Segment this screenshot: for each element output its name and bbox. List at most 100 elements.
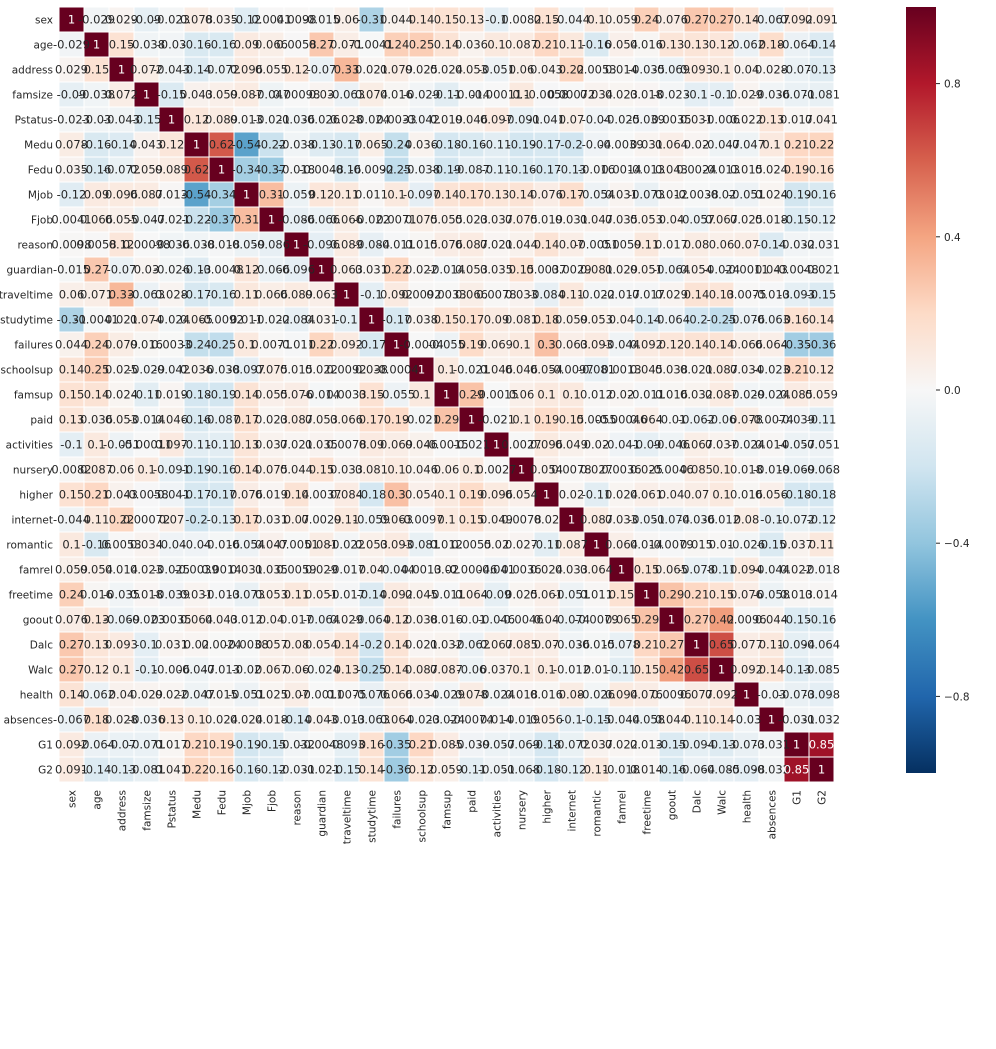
heatmap-cell <box>658 506 685 533</box>
heatmap-cell <box>358 206 385 233</box>
heatmap-cell <box>708 381 735 408</box>
heatmap-cell <box>283 206 310 233</box>
heatmap-cell <box>208 681 235 708</box>
heatmap-cell <box>358 706 385 733</box>
heatmap-cell-label: 0.13 <box>684 38 710 52</box>
heatmap-cell-label: 0.14 <box>434 188 460 202</box>
heatmap-cell <box>658 556 685 583</box>
heatmap-cell-label: 1 <box>693 638 700 652</box>
heatmap-cell <box>783 481 810 508</box>
heatmap-cell <box>508 181 535 208</box>
heatmap-cell <box>333 656 360 683</box>
y-tick-label: higher <box>19 490 53 502</box>
heatmap-cell <box>108 156 135 183</box>
heatmap-cell <box>808 381 835 408</box>
heatmap-cell-label: -0.13 <box>807 63 837 77</box>
heatmap-cell <box>558 431 585 458</box>
x-tick-label: traveltime <box>342 790 354 844</box>
heatmap-cell <box>808 531 835 558</box>
heatmap-cell-label: 1 <box>368 313 375 327</box>
heatmap-cell <box>158 156 185 183</box>
heatmap-cell <box>733 281 760 308</box>
heatmap-cell <box>483 481 510 508</box>
heatmap-cell <box>333 531 360 558</box>
heatmap-cell <box>508 281 535 308</box>
heatmap-cell <box>533 581 560 608</box>
colorbar-tick-label: −0.8 <box>944 691 970 703</box>
heatmap-cell <box>283 6 310 33</box>
heatmap-cell <box>533 231 560 258</box>
heatmap-cell-label: 1 <box>468 413 475 427</box>
heatmap-cell <box>583 581 610 608</box>
heatmap-cell <box>433 256 460 283</box>
heatmap-cell <box>633 106 660 133</box>
heatmap-cell <box>733 31 760 58</box>
y-tick-label: activities <box>6 440 53 452</box>
heatmap-cell-label: 1 <box>68 13 75 27</box>
heatmap-cell <box>283 56 310 83</box>
heatmap-cell <box>658 306 685 333</box>
heatmap-cell <box>133 606 160 633</box>
heatmap-cell <box>733 481 760 508</box>
y-tick-label: romantic <box>6 540 53 552</box>
heatmap-cell <box>433 531 460 558</box>
heatmap-cell <box>608 556 635 583</box>
heatmap-cell <box>533 431 560 458</box>
heatmap-cell-label: 0.054 <box>405 488 438 502</box>
heatmap-cell-label: -0.1 <box>60 438 82 452</box>
heatmap-cell-label: 0.08 <box>734 513 760 527</box>
heatmap-cell-label: -0.11 <box>207 438 237 452</box>
heatmap-cell <box>158 81 185 108</box>
heatmap-cell <box>508 31 535 58</box>
heatmap-cell <box>358 731 385 758</box>
heatmap-cell <box>58 206 85 233</box>
heatmap-cell <box>358 631 385 658</box>
heatmap-cell-label: 1 <box>493 438 500 452</box>
heatmap-cell <box>258 306 285 333</box>
heatmap-cell-label: 0.17 <box>459 313 485 327</box>
heatmap-cell <box>358 281 385 308</box>
heatmap-cell-label: 0.04 <box>659 488 685 502</box>
heatmap-cell-label: 0.14 <box>359 763 385 777</box>
heatmap-cell <box>658 156 685 183</box>
heatmap-cell-label: 0.01 <box>584 663 610 677</box>
heatmap-cell <box>333 581 360 608</box>
heatmap-cell <box>58 156 85 183</box>
heatmap-cell <box>633 581 660 608</box>
heatmap-cell-label: 0.3 <box>387 488 405 502</box>
heatmap-cell <box>233 681 260 708</box>
heatmap-cell <box>733 356 760 383</box>
heatmap-cell <box>483 506 510 533</box>
x-tick-label: G2 <box>817 790 829 805</box>
heatmap-cell-label: 0.31 <box>234 213 260 227</box>
heatmap-cell <box>758 681 785 708</box>
heatmap-cell <box>308 131 335 158</box>
heatmap-cell-label: 0.11 <box>809 538 835 552</box>
heatmap-cell <box>608 456 635 483</box>
heatmap-cell <box>83 606 110 633</box>
heatmap-cell-label: -0.12 <box>557 763 587 777</box>
x-tick-label: paid <box>467 790 479 813</box>
y-tick-label: studytime <box>0 315 53 327</box>
heatmap-cell-label: -0.021 <box>478 413 515 427</box>
heatmap-cell <box>533 506 560 533</box>
heatmap-cell-label: 0.85 <box>809 738 835 752</box>
heatmap-cell <box>233 431 260 458</box>
heatmap-cell-label: 0.27 <box>59 663 85 677</box>
heatmap-cell <box>708 631 735 658</box>
heatmap-cell <box>633 306 660 333</box>
colorbar-tick-label: 0.0 <box>944 385 961 397</box>
heatmap-cell <box>183 531 210 558</box>
x-tick-label: age <box>92 790 104 810</box>
heatmap-cell-label: 1 <box>518 463 525 477</box>
heatmap-cell <box>383 331 410 358</box>
heatmap-cell-label: 0.21 <box>684 588 710 602</box>
heatmap-cell <box>458 231 485 258</box>
heatmap-cell <box>208 106 235 133</box>
heatmap-cell-label: -0.051 <box>803 438 840 452</box>
heatmap-cell <box>508 606 535 633</box>
heatmap-cell-label: 0.1 <box>487 38 505 52</box>
heatmap-cell <box>733 431 760 458</box>
heatmap-cell <box>733 381 760 408</box>
heatmap-cell <box>58 381 85 408</box>
